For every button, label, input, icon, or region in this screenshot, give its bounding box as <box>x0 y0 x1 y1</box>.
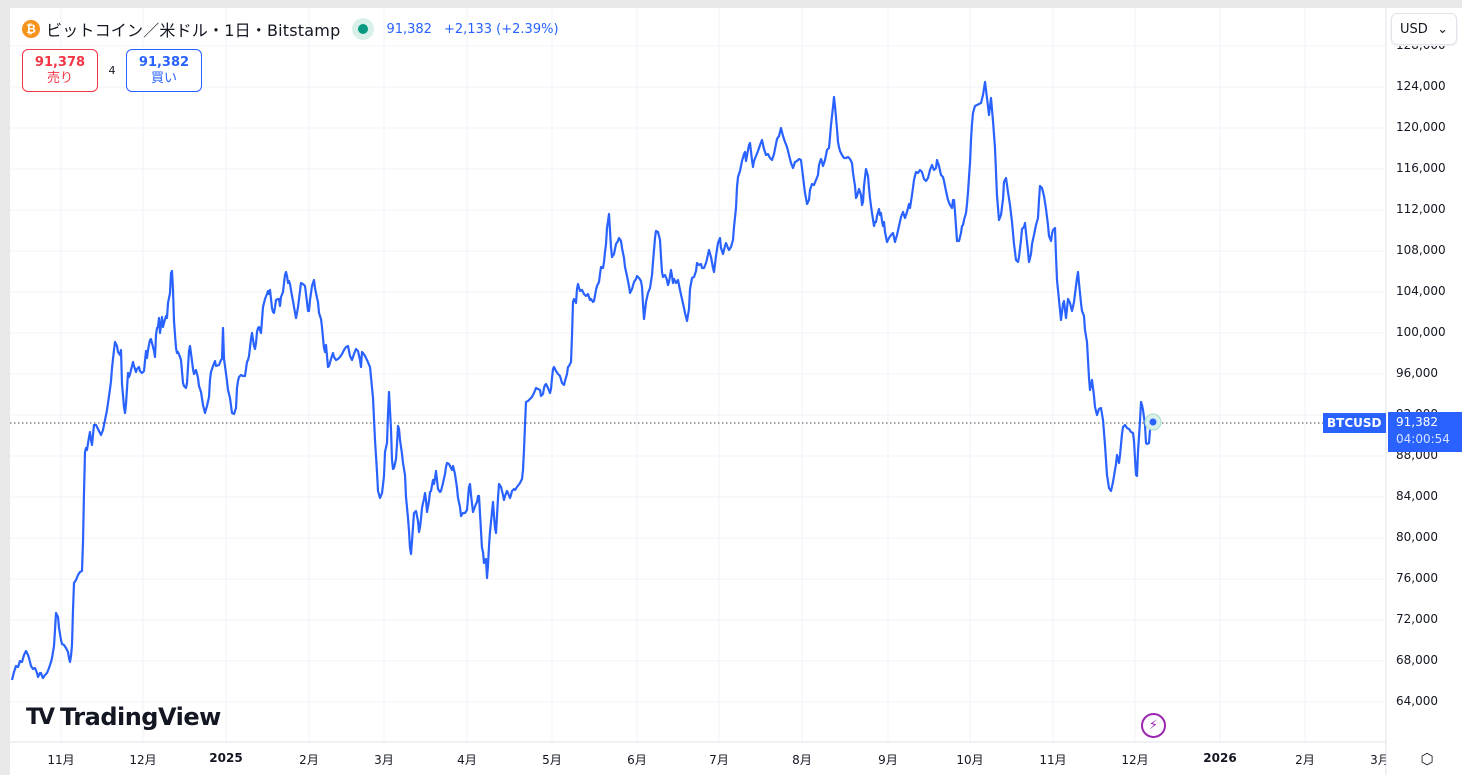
bar-countdown: 04:00:54 <box>1396 432 1450 446</box>
left-border <box>0 0 10 775</box>
time-label: 2月 <box>299 753 319 767</box>
price-label: 80,000 <box>1396 530 1438 544</box>
price-label: 108,000 <box>1396 243 1446 257</box>
flash-icon[interactable]: ⚡ <box>1141 713 1166 738</box>
price-label: 120,000 <box>1396 120 1446 134</box>
time-label: 5月 <box>542 753 562 767</box>
price-line <box>10 80 1154 681</box>
tradingview-mark-icon: TV <box>26 704 55 730</box>
chart-legend: ₿ ビットコイン／米ドル・1日・Bitstamp 91,382 +2,133 (… <box>22 17 559 41</box>
last-price: 91,382 <box>386 21 432 37</box>
sell-label: 売り <box>46 70 73 86</box>
sell-button[interactable]: 91,378 売り <box>22 49 98 92</box>
price-label: 64,000 <box>1396 694 1438 708</box>
time-label: 12月 <box>129 753 157 767</box>
time-label: 3月 <box>1370 753 1390 767</box>
price-label: 76,000 <box>1396 571 1438 585</box>
current-price: 91,382 <box>1396 415 1438 429</box>
currency-value: USD <box>1400 21 1428 37</box>
trade-buttons: 91,378 売り 4 91,382 買い <box>22 49 202 92</box>
price-label: 104,000 <box>1396 284 1446 298</box>
price-label: 112,000 <box>1396 202 1446 216</box>
currency-select[interactable]: USD ⌄ <box>1391 13 1457 45</box>
sell-price: 91,378 <box>34 54 86 70</box>
price-label: 96,000 <box>1396 366 1438 380</box>
tradingview-wordmark: TradingView <box>60 703 221 731</box>
spread-value: 4 <box>108 64 116 77</box>
grid <box>10 8 1386 742</box>
time-label: 12月 <box>1121 753 1149 767</box>
live-price-dot <box>1149 418 1157 426</box>
price-label: 72,000 <box>1396 612 1438 626</box>
price-label: 128,000 <box>1396 46 1446 52</box>
market-status-icon[interactable] <box>352 18 375 40</box>
price-label: 116,000 <box>1396 161 1446 175</box>
buy-label: 買い <box>150 70 177 86</box>
buy-price: 91,382 <box>138 54 190 70</box>
time-label: 2026 <box>1203 751 1237 765</box>
price-label: 124,000 <box>1396 79 1446 93</box>
price-label: 68,000 <box>1396 653 1438 667</box>
bitcoin-icon: ₿ <box>22 20 40 38</box>
symbol-title[interactable]: ビットコイン／米ドル・1日・Bitstamp <box>46 21 341 40</box>
price-label: 84,000 <box>1396 489 1438 503</box>
time-label: 11月 <box>1039 753 1067 767</box>
time-label: 10月 <box>956 753 984 767</box>
price-label: 100,000 <box>1396 325 1446 339</box>
current-price-tag: 91,382 04:00:54 <box>1388 412 1462 452</box>
settings-icon[interactable]: ⬡ <box>1420 750 1434 768</box>
time-label: 4月 <box>457 753 477 767</box>
time-label: 9月 <box>878 753 898 767</box>
status-dot <box>358 24 369 34</box>
time-label: 7月 <box>709 753 729 767</box>
symbol-tag: BTCUSD <box>1323 413 1386 433</box>
price-change: +2,133 (+2.39%) <box>443 21 559 37</box>
tradingview-logo[interactable]: TV TradingView <box>26 703 221 731</box>
time-label: 6月 <box>627 753 647 767</box>
time-label: 3月 <box>374 753 394 767</box>
time-label: 8月 <box>792 753 812 767</box>
chevron-down-icon: ⌄ <box>1437 21 1448 37</box>
time-label: 2月 <box>1295 753 1315 767</box>
time-label: 11月 <box>47 753 75 767</box>
time-label: 2025 <box>209 751 243 765</box>
buy-button[interactable]: 91,382 買い <box>126 49 202 92</box>
top-border <box>0 0 1462 8</box>
